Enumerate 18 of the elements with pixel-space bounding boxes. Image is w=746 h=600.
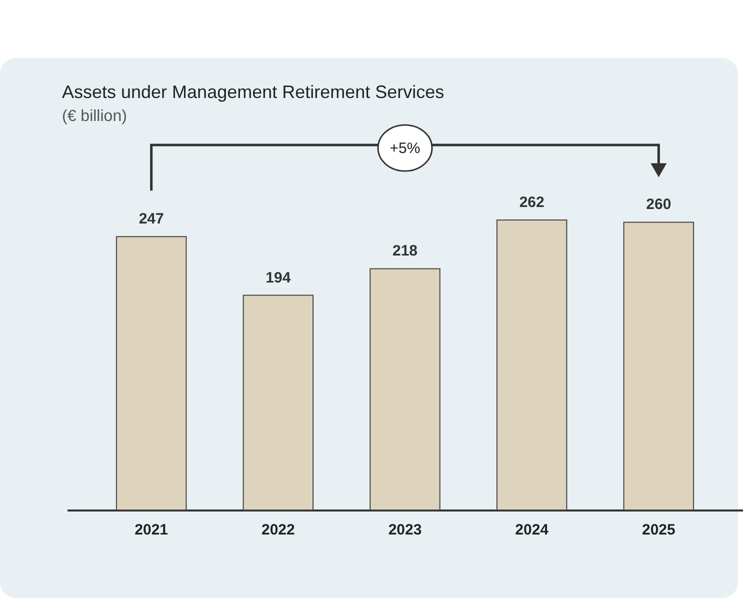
data-label: 218 bbox=[392, 242, 418, 260]
x-tick-label: 2023 bbox=[388, 522, 422, 538]
x-tick-label: 2022 bbox=[261, 522, 295, 538]
x-tick-label: 2025 bbox=[642, 522, 676, 538]
bar bbox=[116, 236, 187, 510]
chart-subtitle: (€ billion) bbox=[62, 108, 127, 126]
x-tick-label: 2024 bbox=[515, 522, 550, 538]
bar bbox=[623, 222, 694, 510]
bar bbox=[242, 294, 314, 510]
chart-title: Assets under Management Retirement Services bbox=[62, 82, 444, 103]
data-label: 247 bbox=[138, 210, 164, 228]
x-tick-label: 2021 bbox=[134, 522, 168, 538]
data-label: 260 bbox=[646, 196, 672, 214]
text: +5% bbox=[390, 140, 420, 157]
data-label: 194 bbox=[266, 269, 292, 286]
bar bbox=[370, 268, 440, 510]
bar bbox=[496, 220, 568, 510]
data-label: 262 bbox=[519, 194, 544, 211]
